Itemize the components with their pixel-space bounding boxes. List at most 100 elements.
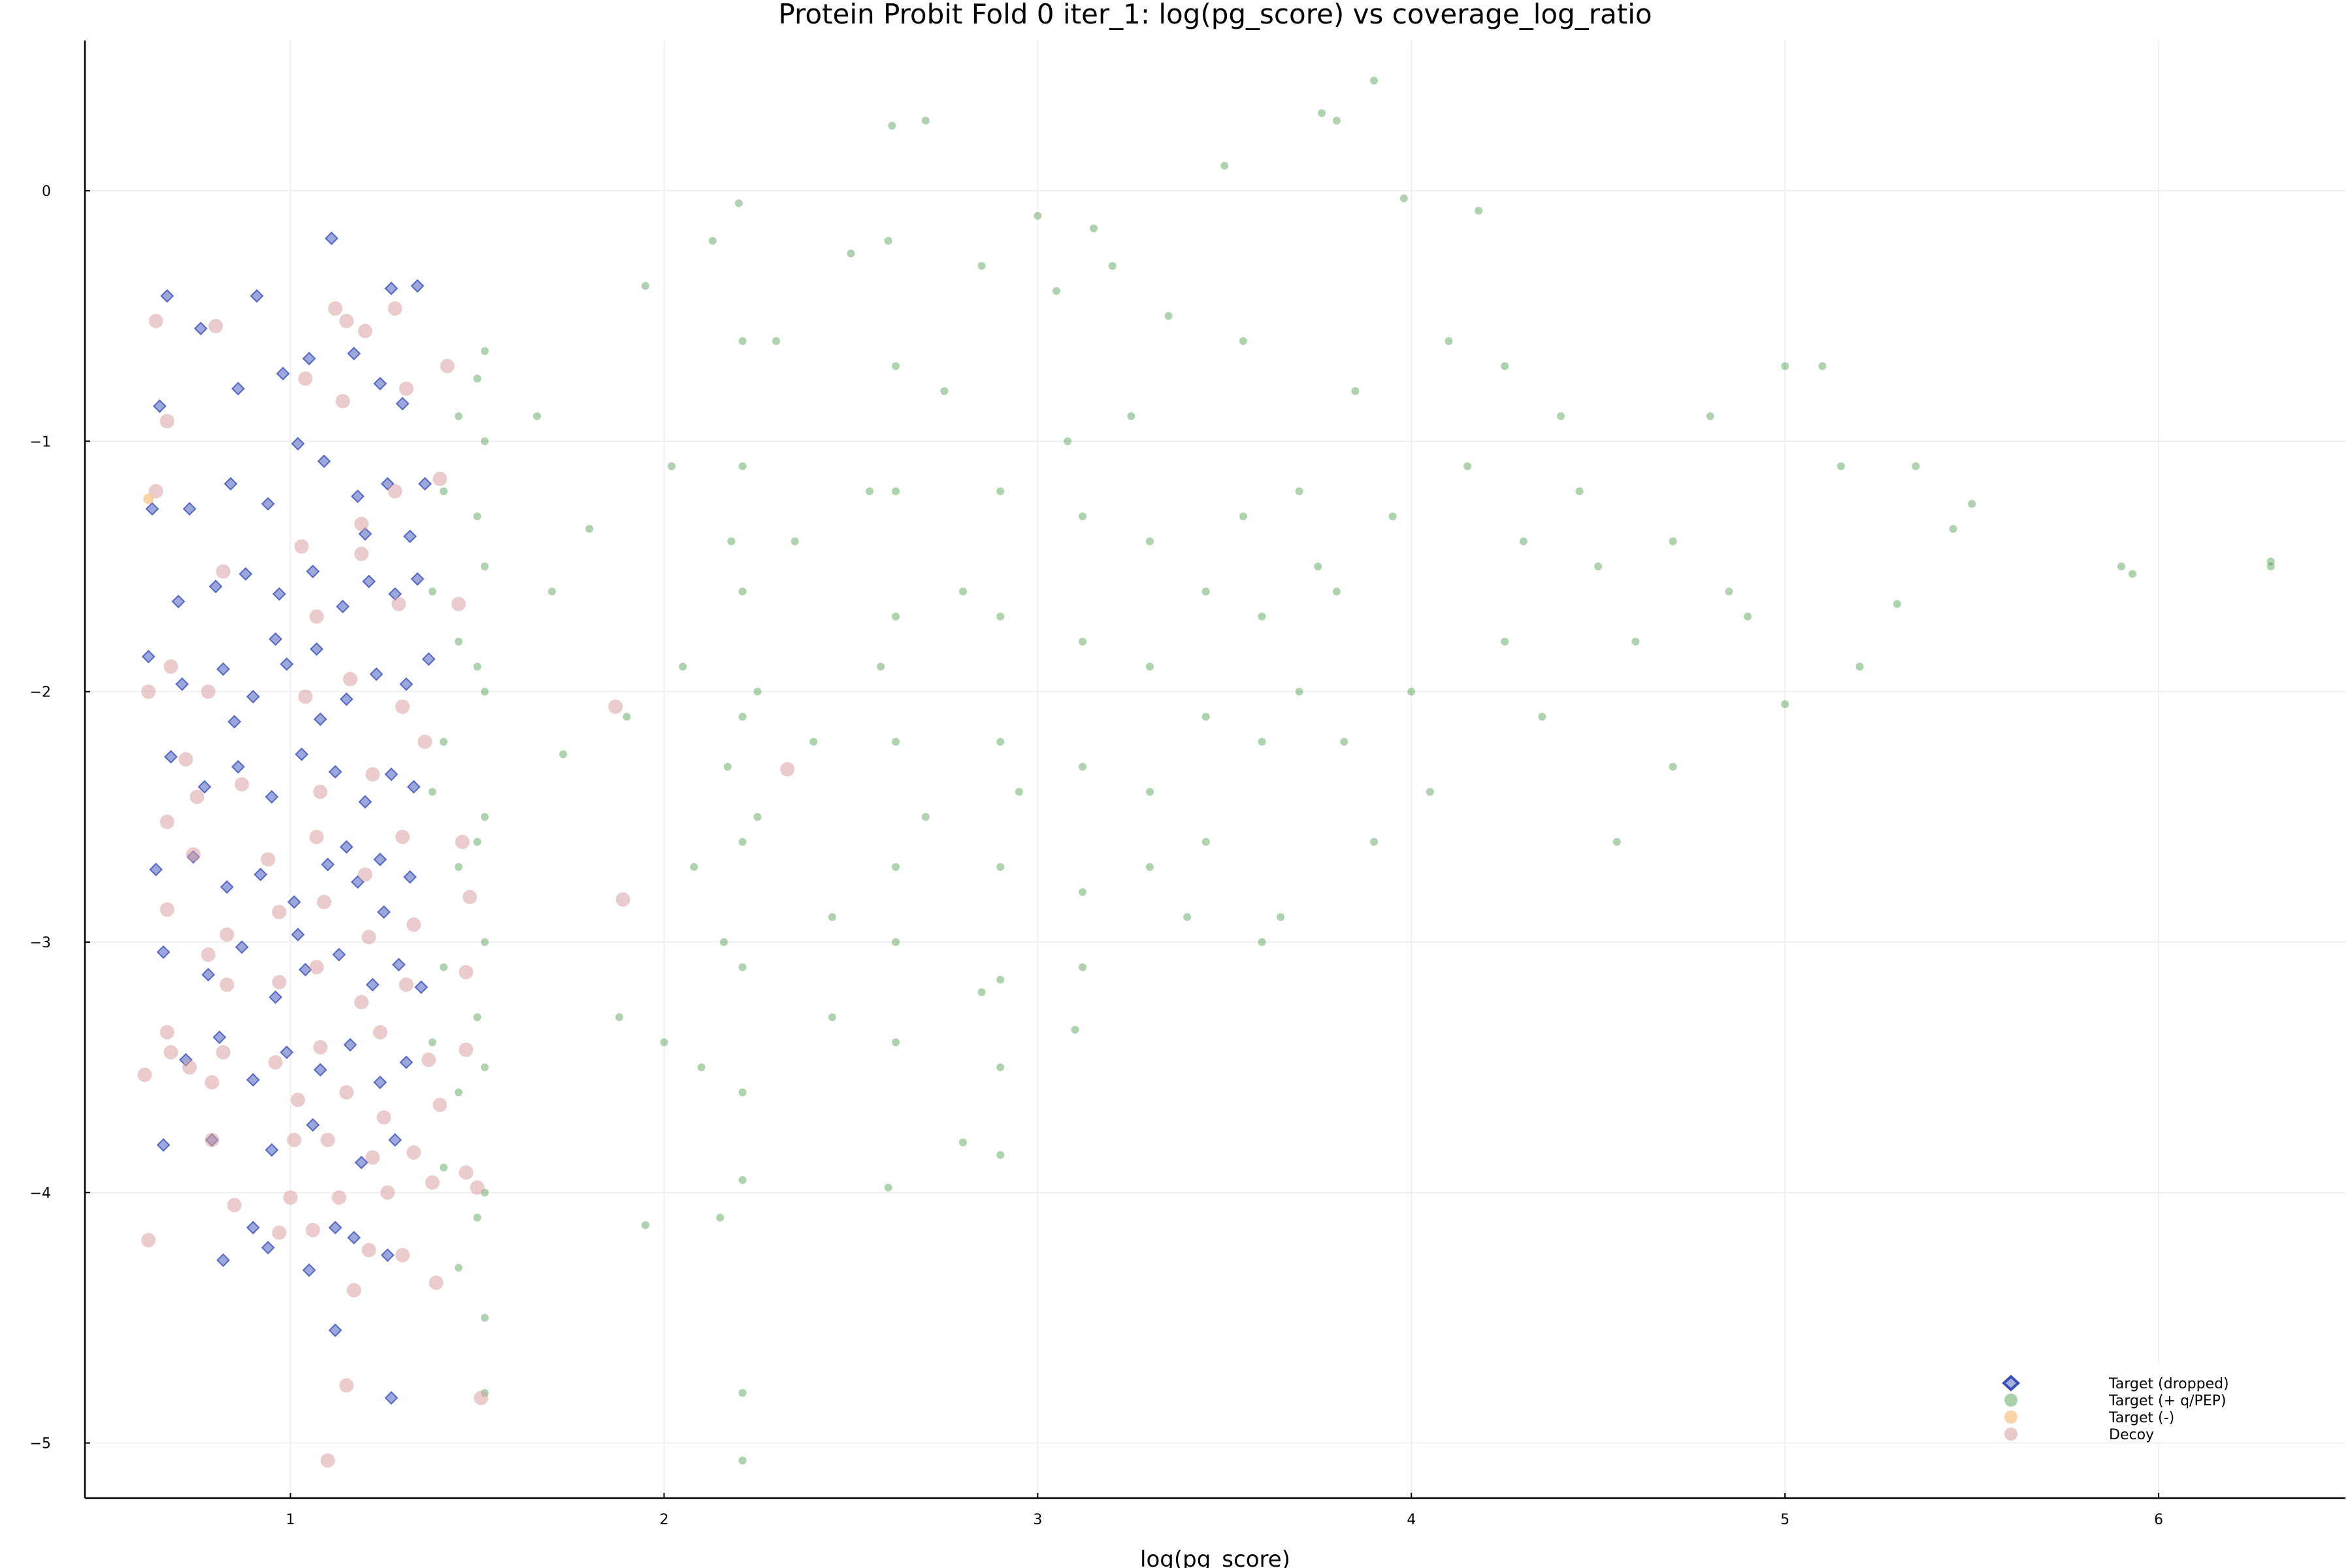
- data-point-target-dropped: [358, 794, 372, 809]
- data-point-target-q-pep: [480, 687, 489, 696]
- data-point-target-q-pep: [1015, 788, 1023, 796]
- data-point-target-q-pep: [454, 1264, 463, 1272]
- data-point-decoy: [354, 516, 369, 531]
- data-point-decoy: [268, 1055, 283, 1070]
- data-point-target-dropped: [201, 968, 216, 982]
- data-point-decoy: [380, 1185, 395, 1200]
- data-point-target-q-pep: [428, 788, 436, 796]
- data-point-target-q-pep: [1201, 838, 1210, 846]
- data-point-target-dropped: [399, 677, 414, 691]
- legend-label: Target (-): [2108, 1410, 2174, 1426]
- data-point-target-q-pep: [480, 938, 489, 946]
- data-point-decoy: [201, 947, 216, 962]
- data-point-target-q-pep: [892, 362, 900, 370]
- data-point-target-q-pep: [1399, 194, 1408, 203]
- data-point-target-dropped: [347, 1230, 361, 1245]
- data-point-target-q-pep: [1201, 587, 1210, 596]
- data-point-decoy: [433, 1098, 448, 1113]
- data-point-target-dropped: [414, 980, 429, 994]
- data-point-decoy: [201, 684, 216, 699]
- data-point-target-dropped: [332, 947, 346, 962]
- data-point-target: [143, 493, 154, 504]
- data-point-target-dropped: [351, 489, 365, 504]
- data-point-target-dropped: [388, 1133, 402, 1147]
- data-point-decoy: [387, 484, 402, 498]
- data-point-decoy: [141, 684, 156, 699]
- data-point-target-q-pep: [1258, 612, 1266, 621]
- data-point-target-dropped: [253, 868, 268, 881]
- data-point-target-q-pep: [667, 462, 676, 470]
- data-point-target-q-pep: [1949, 525, 1957, 533]
- data-point-target-q-pep: [1612, 838, 1621, 846]
- data-point-target-q-pep: [641, 1221, 649, 1230]
- data-point-decoy: [159, 902, 174, 917]
- data-point-target-q-pep: [996, 863, 1005, 871]
- data-point-target-q-pep: [559, 750, 568, 759]
- data-point-target-q-pep: [1538, 713, 1546, 721]
- data-point-target-q-pep: [753, 813, 762, 821]
- data-point-target-q-pep: [738, 1456, 747, 1465]
- data-point-target-q-pep: [1631, 638, 1640, 645]
- data-point-target-dropped: [246, 689, 260, 704]
- data-point-target-dropped: [182, 502, 197, 516]
- data-point-target-q-pep: [1201, 713, 1210, 721]
- data-point-target-q-pep: [958, 587, 967, 596]
- data-point-decoy: [357, 323, 372, 338]
- data-point-decoy: [283, 1190, 298, 1205]
- data-point-target-q-pep: [473, 1213, 482, 1222]
- data-point-target-q-pep: [738, 337, 747, 345]
- data-point-target-q-pep: [1594, 563, 1603, 570]
- data-point-target-dropped: [313, 712, 327, 727]
- data-point-target-dropped: [220, 880, 234, 894]
- data-point-target-q-pep: [679, 662, 687, 671]
- data-point-decoy: [317, 894, 332, 909]
- data-point-target-dropped: [339, 840, 353, 854]
- data-point-target-q-pep: [996, 1063, 1005, 1071]
- data-point-target-dropped: [265, 790, 279, 804]
- data-point-decoy: [186, 847, 201, 862]
- data-point-target-q-pep: [892, 938, 900, 946]
- data-point-target-q-pep: [1340, 738, 1348, 746]
- data-point-target-q-pep: [892, 738, 900, 746]
- data-point-target-q-pep: [977, 262, 986, 270]
- data-point-target-q-pep: [1078, 963, 1086, 972]
- data-point-target-q-pep: [1475, 206, 1483, 215]
- data-point-target-q-pep: [585, 525, 594, 533]
- data-point-target-q-pep: [1317, 109, 1326, 118]
- data-point-decoy: [429, 1275, 444, 1290]
- data-point-decoy: [272, 975, 287, 990]
- data-point-target-dropped: [403, 529, 417, 544]
- data-point-decoy: [320, 1132, 335, 1147]
- data-point-target-q-pep: [1295, 487, 1303, 495]
- data-point-target-q-pep: [1575, 487, 1584, 495]
- data-point-target-q-pep: [1743, 612, 1752, 621]
- data-point-decoy: [189, 789, 204, 804]
- data-point-target-q-pep: [892, 1038, 900, 1047]
- data-point-target-dropped: [156, 1138, 171, 1152]
- data-point-decoy: [387, 301, 402, 316]
- data-point-target-q-pep: [1837, 462, 1845, 470]
- data-point-target-q-pep: [847, 249, 855, 257]
- data-point-decoy: [204, 1132, 220, 1147]
- data-point-decoy: [470, 1180, 485, 1195]
- data-point-target-q-pep: [1071, 1026, 1079, 1034]
- data-point-target-q-pep: [727, 537, 736, 546]
- data-point-target-q-pep: [2266, 557, 2275, 566]
- data-point-target-q-pep: [1781, 700, 1789, 708]
- data-point-target-dropped: [310, 642, 323, 656]
- data-point-target-q-pep: [440, 1164, 448, 1171]
- data-point-decoy: [395, 699, 410, 714]
- data-point-target-q-pep: [1669, 537, 1677, 546]
- data-point-target-dropped: [291, 436, 305, 451]
- data-point-target-q-pep: [1501, 638, 1509, 645]
- data-point-decoy: [272, 905, 287, 919]
- data-point-decoy: [376, 1110, 391, 1125]
- data-point-target-q-pep: [738, 1176, 747, 1184]
- data-point-target-q-pep: [884, 237, 892, 245]
- data-point-target-dropped: [362, 574, 376, 589]
- legend-label: Target (+ q/PEP): [2108, 1393, 2226, 1409]
- data-point-target-q-pep: [473, 374, 482, 383]
- data-point-target-q-pep: [1078, 888, 1086, 896]
- data-point-target-dropped: [410, 279, 425, 293]
